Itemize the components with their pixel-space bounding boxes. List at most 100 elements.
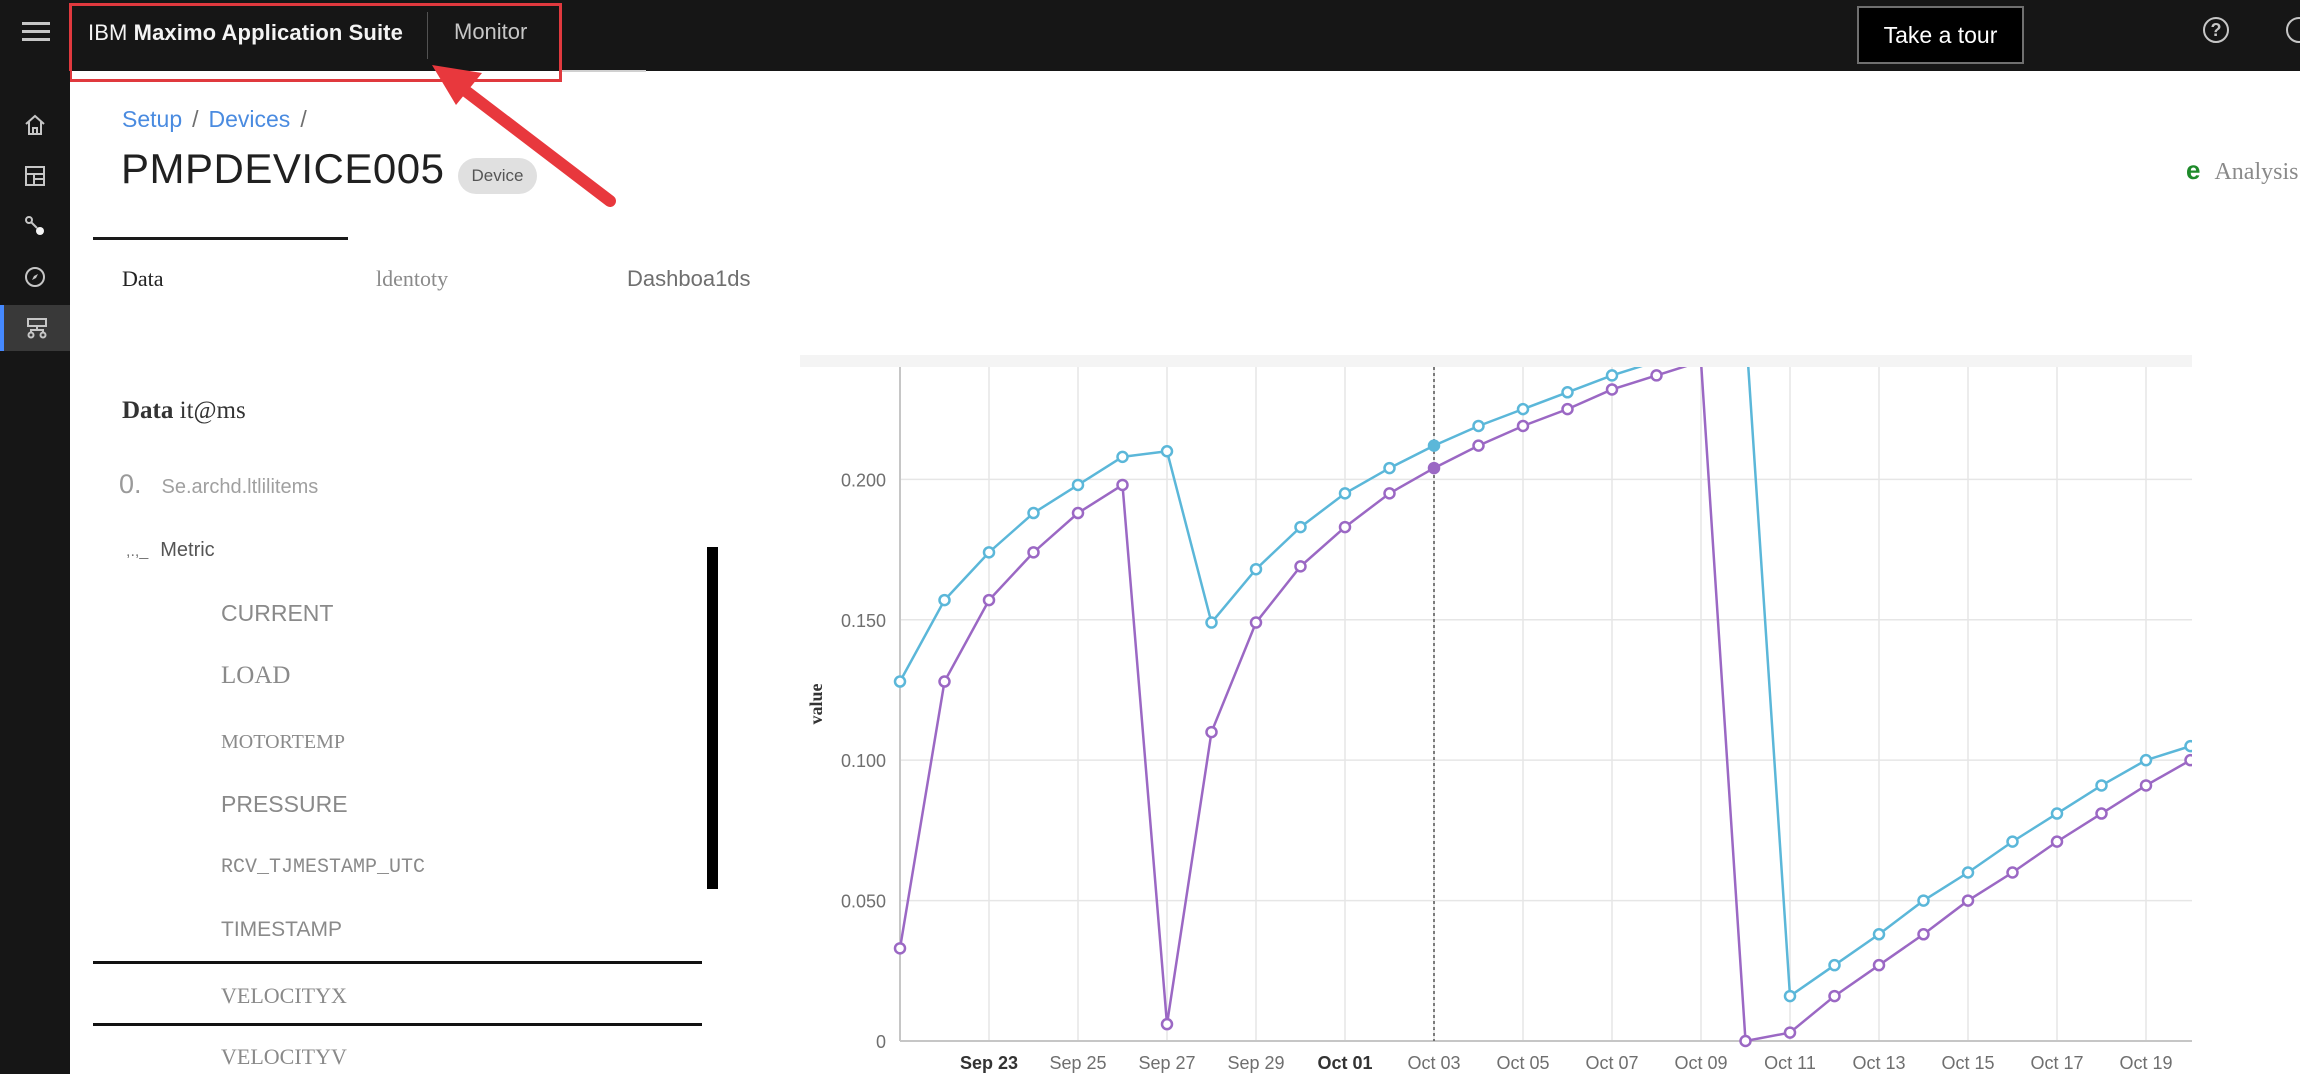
data-point — [2139, 753, 2153, 767]
tab-data[interactable]: Data — [122, 266, 164, 291]
compass-icon[interactable] — [0, 254, 70, 300]
data-point — [1116, 478, 1129, 492]
data-point — [1561, 386, 1574, 399]
data-point — [1917, 894, 1930, 907]
data-item-velocityx[interactable]: VELOCITYX — [221, 983, 347, 1008]
breadcrumb-setup[interactable]: Setup — [122, 106, 183, 132]
data-point — [2050, 807, 2064, 820]
list-scrollbar[interactable] — [707, 547, 718, 889]
app-name-monitor[interactable]: Monitor — [454, 19, 528, 44]
data-item-pressure[interactable]: PRESSURE — [221, 791, 348, 817]
x-tick-label: Oct 13 — [1852, 1053, 1905, 1073]
data-point — [1027, 546, 1040, 559]
header-underline — [562, 70, 646, 72]
data-point — [1427, 439, 1441, 452]
data-point — [2006, 866, 2019, 879]
search-data-items[interactable]: 0. Se.archd.ltlilitems — [119, 469, 318, 500]
metric-group-label: Metric — [160, 539, 215, 561]
menu-icon[interactable] — [22, 22, 50, 46]
data-point — [982, 546, 996, 559]
data-item-current[interactable]: CURRENT — [221, 600, 334, 626]
data-point — [1783, 989, 1797, 1003]
header-divider — [427, 12, 428, 59]
dashboard-icon[interactable] — [0, 153, 70, 199]
data-point — [1160, 445, 1174, 458]
series-line-1 — [900, 367, 2191, 999]
analysis-link[interactable]: e Analysis — [2186, 155, 2298, 186]
data-point — [1605, 369, 1619, 382]
breadcrumb-devices[interactable]: Devices — [208, 106, 291, 132]
breadcrumb: Setup / Devices / — [122, 106, 307, 132]
x-tick-label: Oct 07 — [1585, 1053, 1638, 1073]
metric-group-header[interactable]: ,.,_ Metric — [126, 539, 215, 562]
data-point — [2050, 835, 2064, 848]
data-point — [1071, 478, 1085, 492]
data-item-load[interactable]: LOAD — [221, 662, 291, 689]
user-avatar-icon[interactable] — [2286, 17, 2300, 43]
data-point — [1605, 383, 1619, 396]
product-title: Maximo Application Suite — [133, 20, 403, 45]
data-point — [1294, 520, 1307, 534]
y-tick-label: 0.050 — [841, 892, 886, 912]
data-point — [1472, 419, 1485, 433]
data-item-velocityv[interactable]: VELOCITYV — [221, 1044, 347, 1069]
x-tick-label: Oct 03 — [1407, 1053, 1460, 1073]
home-icon[interactable] — [0, 102, 70, 148]
data-item-timestamp[interactable]: TIMESTAMP — [221, 918, 342, 941]
data-point — [2184, 753, 2192, 767]
data-point — [1961, 894, 1975, 907]
connections-icon[interactable] — [0, 203, 70, 249]
data-item-motortemp[interactable]: MOTORTEMP — [221, 731, 346, 753]
annotation-arrow — [432, 65, 616, 207]
data-point — [2139, 779, 2153, 792]
side-navigation — [0, 71, 70, 1074]
x-tick-label: Oct 19 — [2119, 1053, 2172, 1073]
data-point — [982, 593, 996, 607]
data-point — [1828, 958, 1841, 972]
take-a-tour-button[interactable]: Take a tour — [1857, 6, 2024, 64]
x-tick-label: Sep 27 — [1138, 1053, 1195, 1073]
annotation-highlight-box — [69, 3, 562, 82]
line-chart: 0 0.050 0.100 0.150 0.200 Sep 23 Sep 25 Sep 27 S… — [800, 355, 2192, 1073]
data-point — [1872, 928, 1886, 941]
data-point — [1205, 725, 1218, 739]
x-tick-label: Sep 29 — [1227, 1053, 1284, 1073]
product-prefix: IBM — [88, 20, 128, 45]
x-tick-label: Oct 11 — [1764, 1053, 1816, 1073]
data-point — [1338, 487, 1352, 500]
data-point — [893, 942, 907, 955]
data-point — [2095, 807, 2108, 820]
search-input[interactable]: Se.archd.ltlilitems — [161, 476, 319, 498]
analysis-label: Analysis — [2214, 159, 2299, 185]
data-point — [1561, 402, 1574, 416]
data-point — [1472, 439, 1485, 452]
y-tick-label: 0.150 — [841, 611, 886, 631]
devices-icon[interactable] — [0, 305, 70, 351]
y-tick-label: 0.100 — [841, 751, 886, 771]
product-name[interactable]: IBM Maximo Application Suite — [88, 20, 403, 46]
x-tick-label: Sep 25 — [1049, 1053, 1106, 1073]
data-point — [938, 675, 951, 688]
data-item-rcv-timestamp[interactable]: RCV_TJMESTAMP_UTC — [221, 856, 426, 879]
data-point — [1071, 506, 1085, 520]
data-point — [1249, 616, 1263, 629]
data-point — [1961, 866, 1975, 879]
data-point — [1027, 506, 1040, 520]
top-header-bar: IBM Maximo Application Suite Monitor Tak… — [0, 0, 2300, 71]
x-tick-label: Oct 15 — [1941, 1053, 1994, 1073]
x-tick-label: Sep 23 — [960, 1053, 1018, 1073]
y-axis-label: value — [806, 683, 826, 724]
active-tab-indicator — [93, 237, 348, 240]
data-point — [1783, 1026, 1797, 1039]
data-point — [2095, 779, 2108, 792]
data-point — [1739, 1034, 1752, 1048]
chart-top-band — [800, 355, 2192, 367]
data-point — [1427, 461, 1441, 475]
help-icon[interactable]: ? — [2203, 17, 2229, 43]
tab-identity[interactable]: ldentoty — [376, 266, 449, 291]
data-point — [1917, 928, 1930, 941]
data-point — [938, 593, 951, 607]
tab-dashboards[interactable]: Dashboa1ds — [627, 266, 751, 291]
x-tick-label: Oct 17 — [2030, 1053, 2083, 1073]
series-line-2 — [900, 367, 2192, 1041]
